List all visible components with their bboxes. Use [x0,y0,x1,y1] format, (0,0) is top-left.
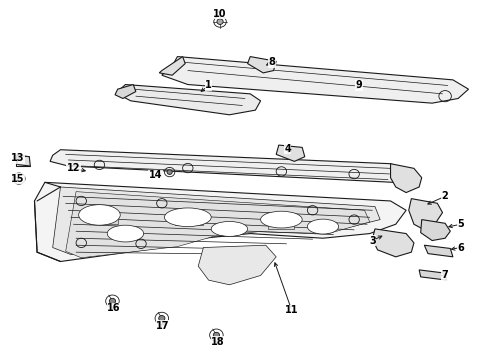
Text: 3: 3 [369,235,376,246]
Bar [269,220,294,229]
Circle shape [109,298,116,304]
Polygon shape [421,220,450,240]
Circle shape [217,19,223,24]
Ellipse shape [261,211,302,228]
Polygon shape [409,199,442,230]
Bar [175,215,203,225]
Polygon shape [424,245,453,257]
Text: 8: 8 [269,57,275,67]
Text: 10: 10 [213,9,227,19]
Text: 15: 15 [11,174,24,184]
Text: 18: 18 [211,337,225,347]
Ellipse shape [79,205,120,225]
Polygon shape [159,57,185,75]
Text: 2: 2 [442,191,448,201]
Polygon shape [16,155,30,166]
Text: 5: 5 [457,219,464,229]
Polygon shape [52,187,380,255]
Ellipse shape [307,219,339,234]
Polygon shape [162,57,468,103]
Polygon shape [66,192,370,258]
Polygon shape [372,229,414,257]
Polygon shape [115,85,136,99]
Text: 17: 17 [156,321,170,331]
Text: 1: 1 [205,80,212,90]
Bar [89,213,118,224]
Text: 6: 6 [457,243,464,252]
Text: 16: 16 [107,303,121,313]
Polygon shape [247,57,276,73]
Text: 7: 7 [442,270,448,280]
Polygon shape [50,150,406,182]
Circle shape [159,315,165,321]
Polygon shape [419,270,447,280]
Ellipse shape [211,221,247,237]
Text: 9: 9 [356,80,363,90]
Polygon shape [276,145,305,161]
Text: 13: 13 [11,153,24,163]
Ellipse shape [107,225,144,242]
Text: 12: 12 [67,163,80,174]
Circle shape [167,170,172,174]
Circle shape [213,332,220,338]
Text: 14: 14 [149,170,162,180]
Polygon shape [34,182,406,261]
Text: 4: 4 [284,144,291,154]
Ellipse shape [165,208,211,226]
Polygon shape [391,164,422,193]
Polygon shape [198,245,276,285]
Polygon shape [118,85,261,115]
Text: 11: 11 [285,305,298,315]
